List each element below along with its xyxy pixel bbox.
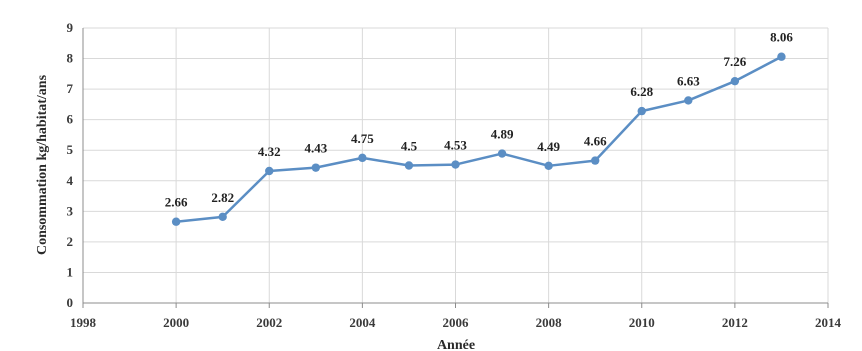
data-point xyxy=(451,160,460,169)
data-point xyxy=(637,106,646,116)
data-label: 8.06 xyxy=(770,30,793,45)
data-point xyxy=(404,161,414,170)
y-tick-label: 4 xyxy=(67,173,74,188)
data-label: 4.49 xyxy=(537,139,560,154)
data-point xyxy=(544,161,553,171)
y-tick-label: 2 xyxy=(67,234,74,249)
x-tick-label: 2010 xyxy=(629,315,655,330)
data-point xyxy=(497,149,507,158)
y-tick-label: 7 xyxy=(67,81,74,96)
data-point xyxy=(730,76,740,86)
series-line xyxy=(175,55,783,223)
data-point xyxy=(311,163,321,172)
x-tick-label: 2006 xyxy=(443,315,470,330)
y-tick-label: 9 xyxy=(67,20,74,35)
data-point xyxy=(777,52,786,61)
data-label: 6.28 xyxy=(630,84,653,99)
x-tick-label: 2002 xyxy=(256,315,282,330)
x-tick-label: 2012 xyxy=(722,315,748,330)
x-axis-title: Année xyxy=(437,338,475,351)
y-axis-title: Consommation kg/habitat/ans xyxy=(35,74,50,255)
x-tick-label: 2004 xyxy=(349,315,376,330)
data-label: 4.5 xyxy=(401,139,418,154)
data-label: 4.75 xyxy=(351,131,374,146)
series-layer xyxy=(171,52,786,226)
y-tick-label: 1 xyxy=(67,264,74,279)
data-label: 4.43 xyxy=(304,141,327,156)
data-point xyxy=(684,96,693,105)
x-tick-label: 2014 xyxy=(815,315,842,330)
data-label: 2.66 xyxy=(165,195,188,210)
data-label: 4.32 xyxy=(258,144,281,159)
data-label: 4.66 xyxy=(584,134,607,149)
y-tick-label: 3 xyxy=(67,203,74,218)
data-point xyxy=(590,156,600,165)
data-label: 2.82 xyxy=(211,190,234,205)
y-tick-label: 5 xyxy=(67,142,74,157)
data-label: 4.89 xyxy=(491,127,514,142)
data-label: 6.63 xyxy=(677,73,700,88)
y-tick-label: 0 xyxy=(67,295,74,310)
y-tick-label: 8 xyxy=(67,51,74,66)
x-tick-label: 2008 xyxy=(536,315,563,330)
y-tick-label: 6 xyxy=(67,112,74,127)
data-point xyxy=(265,166,274,176)
data-point xyxy=(358,153,367,163)
data-labels: 2.66 2.82 4.32 4.43 4.75 4.5 4.53 4.89 4.49 4.66 6… xyxy=(165,30,794,210)
data-label: 7.26 xyxy=(724,54,747,69)
x-tick-label: 2000 xyxy=(163,315,189,330)
x-tick-label: 1998 xyxy=(70,315,97,330)
data-point xyxy=(218,212,227,222)
data-label: 4.53 xyxy=(444,138,467,153)
axes: 0 1 2 3 4 5 6 7 8 9 1998 2000 2002 2004 2006 2008 2010 20… xyxy=(67,20,842,330)
data-point xyxy=(171,217,181,226)
